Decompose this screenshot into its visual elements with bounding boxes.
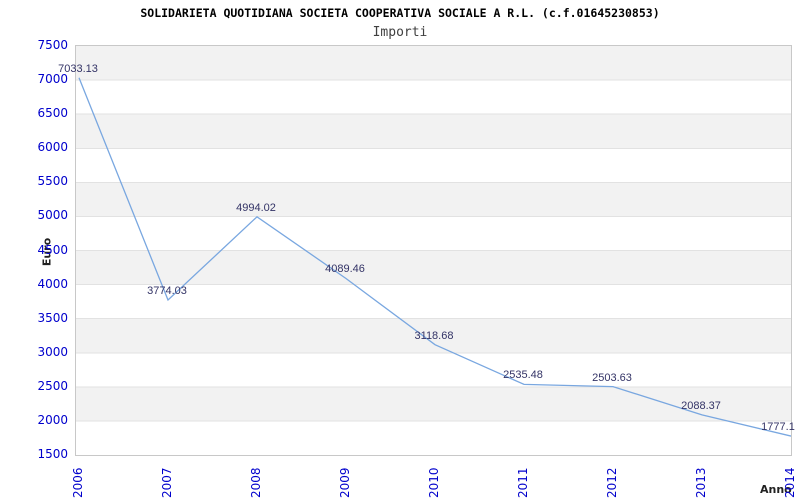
- x-tick-label: 2011: [516, 467, 530, 498]
- chart-subtitle: Importi: [372, 25, 428, 40]
- x-tick-label: 2008: [249, 467, 263, 498]
- y-tick-label: 5000: [37, 208, 68, 223]
- point-value-label: 3774.03: [147, 284, 187, 297]
- x-tick-label: 2010: [427, 467, 441, 498]
- point-value-label: 2535.48: [503, 369, 543, 382]
- band-row: [76, 114, 791, 149]
- band-row: [76, 182, 791, 217]
- plot-area: [75, 45, 792, 456]
- y-tick-label: 3500: [37, 310, 68, 325]
- band-row: [76, 318, 791, 353]
- y-tick-label: 1500: [37, 447, 68, 461]
- y-tick-label: 2000: [37, 412, 68, 427]
- point-value-label: 2088.37: [681, 399, 721, 412]
- point-value-label: 3118.68: [414, 329, 454, 342]
- x-tick-label: 2007: [160, 467, 174, 498]
- point-value-label: 4089.46: [325, 263, 365, 276]
- point-value-label: 1777.1: [761, 421, 795, 434]
- y-tick-label: 2500: [37, 378, 68, 393]
- x-axis-label: Anno: [760, 483, 792, 496]
- y-tick-label: 4500: [37, 242, 68, 257]
- y-tick-label: 7500: [37, 38, 68, 52]
- y-tick-label: 3000: [37, 344, 68, 359]
- band-row: [76, 46, 791, 81]
- chart-title: SOLIDARIETA QUOTIDIANA SOCIETA COOPERATI…: [140, 6, 660, 20]
- y-tick-label: 5500: [37, 174, 68, 189]
- band-row: [76, 386, 791, 421]
- y-tick-label: 4000: [37, 276, 68, 291]
- y-tick-label: 6500: [37, 106, 68, 121]
- data-line: [78, 77, 791, 437]
- x-tick-label: 2014: [783, 467, 797, 498]
- point-value-label: 2503.63: [592, 371, 632, 384]
- point-value-label: 7033.13: [58, 62, 98, 75]
- x-tick-label: 2009: [338, 467, 352, 498]
- x-tick-label: 2012: [605, 467, 619, 498]
- x-tick-label: 2006: [71, 467, 85, 498]
- y-tick-label: 6000: [37, 140, 68, 155]
- point-value-label: 4994.02: [236, 201, 276, 214]
- band-row: [76, 250, 791, 285]
- x-tick-label: 2013: [694, 467, 708, 498]
- y-tick-label: 7000: [37, 72, 68, 87]
